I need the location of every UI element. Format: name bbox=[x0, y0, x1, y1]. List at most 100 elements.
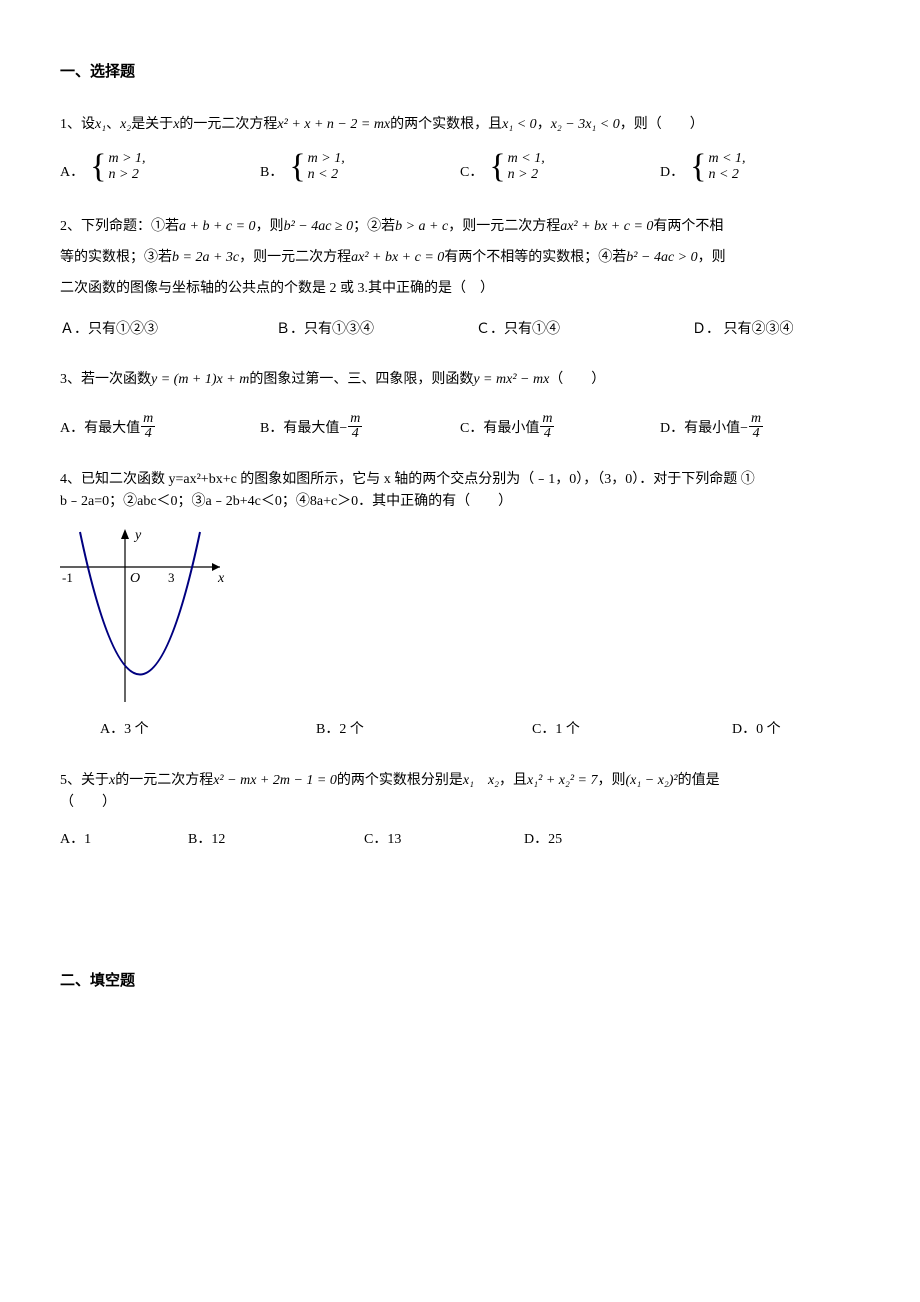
frac-num: m bbox=[540, 412, 554, 427]
question-1: 1、设x₁、x₂是关于x的一元二次方程x² + x + n − 2 = mx的两… bbox=[60, 114, 860, 184]
q5-t2: 的一元二次方程 bbox=[115, 773, 213, 788]
question-3: 3、若一次函数y = (m + 1)x + m的图象过第一、三、四象限，则函数y… bbox=[60, 369, 860, 440]
q5-paren: （ ） bbox=[60, 795, 116, 810]
q3-num: 3、 bbox=[60, 372, 81, 387]
q1-text: 1、设x₁、x₂是关于x的一元二次方程x² + x + n − 2 = mx的两… bbox=[60, 114, 860, 136]
q1-b-l1: m > 1, bbox=[308, 151, 345, 168]
q5-x2: x₂ bbox=[488, 773, 499, 788]
q2-e6: ax² + bx + c = 0 bbox=[351, 250, 444, 265]
q2-e2: b² − 4ac ≥ 0 bbox=[284, 219, 354, 234]
question-5: 5、关于x的一元二次方程x² − mx + 2m − 1 = 0的两个实数根分别… bbox=[60, 770, 860, 851]
q2-e3: b > a + c bbox=[395, 219, 448, 234]
q1-d-l1: m < 1, bbox=[708, 151, 745, 168]
q1-comma: ， bbox=[537, 117, 551, 132]
q1-eq: x² + x + n − 2 = mx bbox=[277, 117, 390, 132]
q3-t3: （ ） bbox=[549, 372, 605, 387]
q2-t1: 下列命题：①若 bbox=[81, 219, 179, 234]
frac-den: 4 bbox=[143, 427, 154, 441]
brace-icon: { bbox=[489, 150, 505, 184]
q5-t4: ，且 bbox=[499, 773, 527, 788]
q1-c-l1: m < 1, bbox=[508, 151, 545, 168]
q5-opt-d: D．25 bbox=[524, 829, 684, 851]
q2-t7: ，则一元二次方程 bbox=[239, 250, 351, 265]
q2-e7: b² − 4ac > 0 bbox=[626, 250, 697, 265]
q2-e1: a + b + c = 0 bbox=[179, 219, 256, 234]
question-2: 2、下列命题：①若a + b + c = 0，则b² − 4ac ≥ 0；②若b… bbox=[60, 212, 860, 341]
axis-x-label: x bbox=[217, 571, 225, 586]
q2-t5: 有两个不相 bbox=[653, 219, 723, 234]
section-1-title: 一、选择题 bbox=[60, 60, 860, 84]
q1-mid2: 的一元二次方程 bbox=[179, 117, 277, 132]
q4-line2: b﹣2a=0；②abc＜0；③a﹣2b+4c＜0；④8a+c＞0．其中正确的有（… bbox=[60, 494, 512, 509]
q1-cond2: x₂ − 3x₁ < 0 bbox=[551, 117, 620, 132]
axis-y-label: y bbox=[133, 528, 142, 543]
q2-t6: 等的实数根；③若 bbox=[60, 250, 172, 265]
parabola-chart: y x O -1 3 bbox=[60, 527, 230, 707]
q5-x1: x₁ bbox=[463, 773, 474, 788]
q3-opt-c: C．有最小值 m4 bbox=[460, 412, 660, 441]
q5-options: A．1 B．12 C．13 D．25 bbox=[60, 829, 860, 851]
q5-num: 5、 bbox=[60, 773, 81, 788]
q1-opt-b-label: B． bbox=[260, 162, 283, 184]
q2-opt-d: Ｄ． 只有②③④ bbox=[692, 319, 860, 341]
q3-t2: 的图象过第一、三、四象限，则函数 bbox=[249, 372, 473, 387]
frac-den: 4 bbox=[542, 427, 553, 441]
q3-a-pre: A．有最大值 bbox=[60, 418, 140, 440]
q3-text: 3、若一次函数y = (m + 1)x + m的图象过第一、三、四象限，则函数y… bbox=[60, 369, 860, 391]
q4-opt-c: C．1 个 bbox=[532, 719, 732, 741]
q1-mid3: 的两个实数根，且 bbox=[390, 117, 502, 132]
q2-t9: ，则 bbox=[698, 250, 726, 265]
brace-icon: { bbox=[690, 150, 706, 184]
q5-gap bbox=[474, 773, 488, 788]
q3-t1: 若一次函数 bbox=[81, 372, 151, 387]
q3-e1: y = (m + 1)x + m bbox=[151, 372, 249, 387]
origin-label: O bbox=[130, 571, 140, 586]
q3-c-pre: C．有最小值 bbox=[460, 418, 539, 440]
q1-sep1: 、 bbox=[106, 117, 120, 132]
q2-e4: ax² + bx + c = 0 bbox=[560, 219, 653, 234]
q1-x1: x₁ bbox=[95, 117, 106, 132]
q1-opt-d: D． { m < 1, n < 2 bbox=[660, 150, 860, 184]
q5-opt-b: B．12 bbox=[188, 829, 364, 851]
section-2-title: 二、填空题 bbox=[60, 969, 860, 993]
q1-c-l2: n > 2 bbox=[508, 167, 545, 184]
frac-num: m bbox=[141, 412, 155, 427]
question-4: 4、已知二次函数 y=ax²+bx+c 的图象如图所示，它与 x 轴的两个交点分… bbox=[60, 469, 860, 742]
q4-opt-d: D．0 个 bbox=[732, 719, 900, 741]
q2-opt-a: Ａ．只有①②③ bbox=[60, 319, 276, 341]
q2-text: 2、下列命题：①若a + b + c = 0，则b² − 4ac ≥ 0；②若b… bbox=[60, 212, 860, 304]
frac-num: m bbox=[749, 412, 763, 427]
q4-opt-a: A．3 个 bbox=[100, 719, 316, 741]
q1-a-l1: m > 1, bbox=[108, 151, 145, 168]
q5-t1: 关于 bbox=[81, 773, 109, 788]
q1-a-l2: n > 2 bbox=[108, 167, 145, 184]
q3-opt-a: A．有最大值 m4 bbox=[60, 412, 260, 441]
q1-opt-b: B． { m > 1, n < 2 bbox=[260, 150, 460, 184]
q2-opt-b: Ｂ．只有①③④ bbox=[276, 319, 476, 341]
q3-opt-b: B．有最大值− m4 bbox=[260, 412, 460, 441]
brace-icon: { bbox=[289, 150, 305, 184]
q1-d-l2: n < 2 bbox=[708, 167, 745, 184]
q5-t5: ，则 bbox=[598, 773, 626, 788]
tick-neg1: -1 bbox=[62, 570, 73, 585]
q5-e1: x² − mx + 2m − 1 = 0 bbox=[213, 773, 337, 788]
q1-x2: x₂ bbox=[120, 117, 131, 132]
q3-e2: y = mx² − mx bbox=[473, 372, 549, 387]
q2-e5: b = 2a + 3c bbox=[172, 250, 239, 265]
q1-cond1: x₁ < 0 bbox=[502, 117, 537, 132]
q2-t10: 二次函数的图像与坐标轴的公共点的个数是 2 或 3.其中正确的是（ ） bbox=[60, 281, 494, 296]
q1-mid1: 是关于 bbox=[131, 117, 173, 132]
q3-options: A．有最大值 m4 B．有最大值− m4 C．有最小值 m4 D．有最小值− m… bbox=[60, 412, 860, 441]
q3-b-pre: B．有最大值− bbox=[260, 418, 347, 440]
frac-num: m bbox=[348, 412, 362, 427]
q1-opt-d-label: D． bbox=[660, 162, 684, 184]
q2-t3: ；②若 bbox=[353, 219, 395, 234]
brace-icon: { bbox=[90, 150, 106, 184]
q1-tail: ，则（ ） bbox=[620, 117, 704, 132]
q4-opt-b: B．2 个 bbox=[316, 719, 532, 741]
q2-t2: ，则 bbox=[256, 219, 284, 234]
q5-t6: 的值是 bbox=[678, 773, 720, 788]
q5-e2: x₁² + x₂² = 7 bbox=[527, 773, 597, 788]
q1-b-l2: n < 2 bbox=[308, 167, 345, 184]
q2-options: Ａ．只有①②③ Ｂ．只有①③④ Ｃ．只有①④ Ｄ． 只有②③④ bbox=[60, 319, 860, 341]
